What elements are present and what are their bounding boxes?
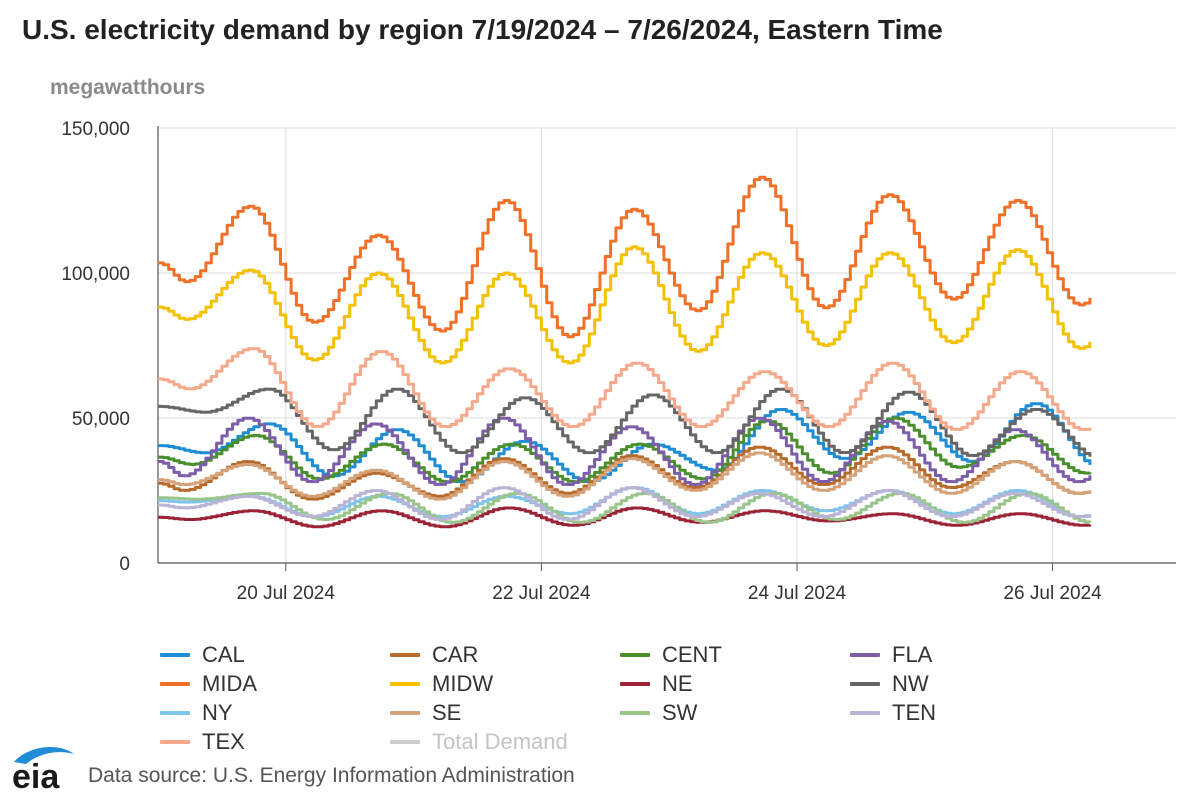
- series-line-midw: [158, 245, 1092, 365]
- legend-swatch: [160, 740, 190, 744]
- chart-legend: CAL CAR CENT FLA MIDA MIDW NE NW NY SE SW TEN TEX Tot…: [160, 641, 1080, 756]
- legend-label: NY: [202, 700, 233, 725]
- legend-item-midw[interactable]: MIDW: [390, 670, 620, 698]
- series-line-fla: [158, 416, 1092, 486]
- legend-item-fla[interactable]: FLA: [850, 641, 1080, 669]
- legend-swatch: [390, 653, 420, 657]
- legend-item-mida[interactable]: MIDA: [160, 670, 390, 698]
- legend-label: TEX: [202, 729, 245, 754]
- legend-label: SW: [662, 700, 698, 725]
- legend-item-se[interactable]: SE: [390, 699, 620, 727]
- legend-swatch: [850, 711, 880, 715]
- legend-swatch: [160, 653, 190, 657]
- legend-swatch: [160, 682, 190, 686]
- series-line-mida: [158, 175, 1092, 339]
- series-line-se: [158, 451, 1092, 501]
- legend-item-sw[interactable]: SW: [620, 699, 850, 727]
- chart-title: U.S. electricity demand by region 7/19/2…: [22, 14, 943, 45]
- series-line-ten: [158, 486, 1092, 521]
- legend-label: MIDA: [202, 671, 257, 696]
- legend-item-ten[interactable]: TEN: [850, 699, 1080, 727]
- legend-label: TEN: [892, 700, 936, 725]
- legend-label: CAL: [202, 642, 245, 667]
- data-source-text: Data source: U.S. Energy Information Adm…: [88, 764, 575, 787]
- line-chart: 0 50,000 100,000 150,000 20 Jul 2024 22 Jul 2…: [61, 119, 1176, 604]
- grid-layer: [158, 127, 1176, 563]
- legend-swatch: [390, 711, 420, 715]
- series-line-tex: [158, 347, 1092, 431]
- series-layer: [158, 175, 1092, 529]
- x-tick-label: 24 Jul 2024: [748, 583, 847, 604]
- legend-swatch: [620, 711, 650, 715]
- legend-item-ne[interactable]: NE: [620, 670, 850, 698]
- series-line-cent: [158, 416, 1092, 484]
- legend-item-nw[interactable]: NW: [850, 670, 1080, 698]
- legend-swatch: [160, 711, 190, 715]
- eia-logo: eia: [12, 747, 74, 792]
- legend-swatch: [390, 740, 420, 744]
- legend-label: FLA: [892, 642, 933, 667]
- legend-item-ny[interactable]: NY: [160, 699, 390, 727]
- x-tick-label: 22 Jul 2024: [492, 583, 591, 604]
- legend-label: NW: [892, 671, 929, 696]
- y-tick-label: 0: [119, 554, 130, 575]
- legend-label: NE: [662, 671, 693, 696]
- series-line-sw: [158, 491, 1092, 524]
- axis-layer: 0 50,000 100,000 150,000 20 Jul 2024 22 Jul 2…: [61, 119, 1176, 604]
- legend-item-cent[interactable]: CENT: [620, 641, 850, 669]
- footer: eia Data source: U.S. Energy Information…: [8, 744, 575, 792]
- legend-label: Total Demand: [432, 729, 568, 754]
- legend-item-cal[interactable]: CAL: [160, 641, 390, 669]
- y-tick-label: 50,000: [72, 409, 130, 430]
- legend-item-tex[interactable]: TEX: [160, 728, 390, 756]
- legend-item-total-demand[interactable]: Total Demand: [390, 728, 620, 756]
- legend-label: SE: [432, 700, 462, 725]
- x-tick-label: 20 Jul 2024: [237, 583, 336, 604]
- legend-swatch: [850, 653, 880, 657]
- legend-item-car[interactable]: CAR: [390, 641, 620, 669]
- legend-swatch: [620, 653, 650, 657]
- y-tick-label: 150,000: [61, 119, 130, 140]
- legend-swatch: [390, 682, 420, 686]
- legend-label: CAR: [432, 642, 479, 667]
- legend-label: MIDW: [432, 671, 494, 696]
- series-line-ne: [158, 506, 1092, 529]
- legend-swatch: [850, 682, 880, 686]
- legend-label: CENT: [662, 642, 722, 667]
- y-tick-label: 100,000: [61, 264, 130, 285]
- legend-swatch: [620, 682, 650, 686]
- y-axis-unit-label: megawatthours: [50, 76, 206, 99]
- x-tick-label: 26 Jul 2024: [1003, 583, 1102, 604]
- series-line-nw: [158, 387, 1092, 457]
- eia-logo-text: eia: [12, 758, 60, 792]
